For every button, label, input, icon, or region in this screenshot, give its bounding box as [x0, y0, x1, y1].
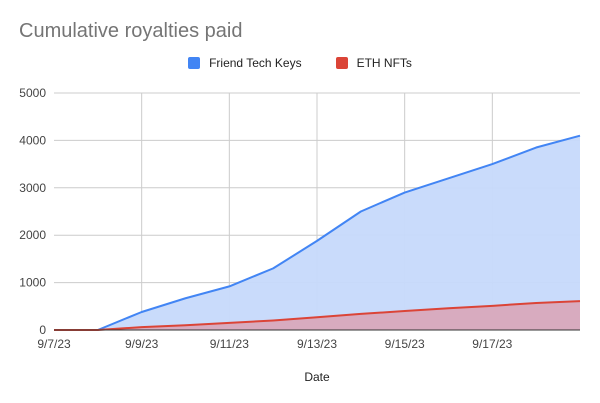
x-tick-label: 9/7/23 — [37, 337, 71, 351]
x-tick-label: 9/15/23 — [385, 337, 425, 351]
y-tick-label: 1000 — [19, 276, 46, 290]
x-axis-title: Date — [304, 370, 330, 384]
legend-item-friend-tech-keys[interactable]: Friend Tech Keys — [188, 56, 302, 70]
line-eth-nfts — [54, 300, 581, 331]
area-friend-tech-keys — [54, 135, 580, 330]
x-tick-label: 9/11/23 — [210, 337, 249, 351]
legend-label-friend-tech-keys: Friend Tech Keys — [209, 56, 302, 70]
legend-swatch-eth-nfts — [335, 57, 348, 69]
line-friend-tech-keys — [54, 134, 581, 331]
x-tick-label: 9/13/23 — [297, 337, 337, 351]
legend-swatch-friend-tech-keys — [188, 57, 201, 69]
y-tick-label: 3000 — [19, 181, 46, 195]
y-tick-label: 0 — [39, 323, 46, 337]
legend: Friend Tech Keys ETH NFTs — [0, 56, 600, 70]
y-tick-label: 2000 — [19, 228, 46, 242]
y-tick-label: 5000 — [19, 86, 46, 100]
legend-label-eth-nfts: ETH NFTs — [356, 56, 412, 70]
legend-item-eth-nfts[interactable]: ETH NFTs — [335, 56, 412, 70]
chart-title: Cumulative royalties paid — [19, 20, 243, 42]
x-tick-label: 9/9/23 — [125, 337, 159, 351]
x-tick-label: 9/17/23 — [472, 337, 512, 351]
y-tick-label: 4000 — [19, 133, 46, 147]
